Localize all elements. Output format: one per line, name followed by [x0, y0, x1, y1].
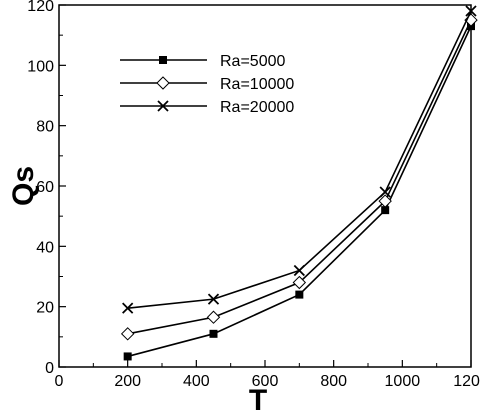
- data-point: [206, 310, 221, 324]
- data-point-stroke-b: [293, 264, 305, 277]
- series-line: [127, 25, 472, 358]
- data-point-stroke-b: [207, 293, 220, 305]
- y-axis: 0 20 40 60 80 100 120: [27, 0, 66, 377]
- x-tick-label: 600: [252, 373, 279, 390]
- x-tick-label: 800: [320, 373, 347, 390]
- y-tick-label: 60: [36, 179, 54, 196]
- data-point: [120, 327, 135, 341]
- legend: Ra=5000 Ra=10000 Ra=20000: [120, 53, 294, 116]
- x-tick-label: 1000: [385, 373, 421, 390]
- legend-label: Ra=20000: [220, 99, 294, 116]
- data-point: [293, 264, 305, 277]
- data-point: [209, 329, 218, 338]
- data-point: [295, 290, 304, 299]
- y-axis-title: Qs: [7, 166, 40, 206]
- legend-marker-stroke-b: [157, 100, 169, 112]
- y-tick-label: 120: [27, 0, 54, 15]
- x-tick-label: 400: [183, 373, 210, 390]
- y-tick-label: 100: [27, 58, 54, 75]
- legend-label: Ra=10000: [220, 76, 294, 93]
- data-point: [379, 186, 391, 198]
- data-point: [207, 293, 220, 305]
- legend-marker: [159, 56, 167, 64]
- series-line: [127, 10, 472, 309]
- series-ra-5000: [123, 22, 475, 361]
- data-point-stroke-b: [465, 5, 477, 17]
- data-point: [122, 302, 134, 314]
- series-ra-10000: [120, 13, 478, 341]
- data-point: [465, 5, 477, 17]
- data-point: [123, 352, 132, 361]
- legend-marker: [156, 76, 170, 90]
- y-tick-label: 80: [36, 119, 54, 136]
- data-point: [292, 275, 307, 290]
- x-tick-label: 200: [114, 373, 141, 390]
- data-point-stroke-b: [122, 302, 134, 314]
- data-point: [378, 194, 392, 208]
- data-point-stroke-b: [379, 186, 391, 198]
- data-point: [381, 206, 390, 215]
- series-layer: [120, 5, 478, 361]
- legend-marker: [157, 100, 169, 112]
- y-tick-label: 40: [36, 239, 54, 256]
- legend-label: Ra=5000: [220, 53, 285, 70]
- x-axis-title: T: [249, 384, 267, 416]
- y-tick-label: 0: [45, 360, 54, 377]
- series-ra-20000: [122, 5, 477, 314]
- y-tick-label: 20: [36, 300, 54, 317]
- x-tick-label: 0: [55, 373, 64, 390]
